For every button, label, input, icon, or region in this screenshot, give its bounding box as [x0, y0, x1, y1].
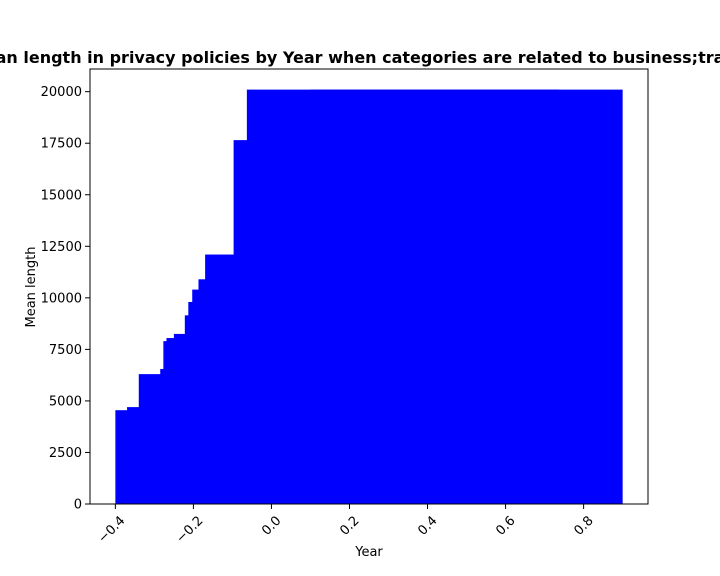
y-tick-label: 20000	[41, 85, 82, 100]
x-axis-title: Year	[354, 545, 383, 560]
y-tick-label: 2500	[49, 446, 82, 461]
y-tick-label: 10000	[41, 291, 82, 306]
y-tick-label: 12500	[41, 240, 82, 255]
y-axis: 0 2500 5000 7500 10000 12500 15000 17500 20000	[41, 85, 90, 513]
y-tick-label: 7500	[49, 343, 82, 358]
y-tick-label: 0	[74, 498, 82, 513]
chart-title: Mean length in privacy policies by Year …	[0, 48, 720, 67]
y-tick-label: 15000	[41, 188, 82, 203]
bars-layer	[115, 89, 623, 504]
y-tick-label: 17500	[41, 137, 82, 152]
plot-frame	[89, 68, 649, 505]
y-axis-title: Mean length	[24, 247, 39, 328]
bar-14	[310, 89, 623, 504]
y-tick-label: 5000	[49, 394, 82, 409]
